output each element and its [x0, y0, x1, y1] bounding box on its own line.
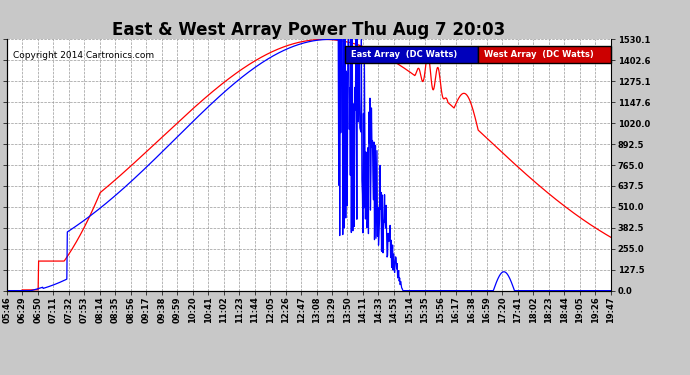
Title: East & West Array Power Thu Aug 7 20:03: East & West Array Power Thu Aug 7 20:03 — [112, 21, 505, 39]
Text: Copyright 2014 Cartronics.com: Copyright 2014 Cartronics.com — [13, 51, 154, 60]
FancyBboxPatch shape — [345, 46, 477, 63]
Text: West Array  (DC Watts): West Array (DC Watts) — [484, 50, 593, 59]
FancyBboxPatch shape — [477, 46, 611, 63]
Text: East Array  (DC Watts): East Array (DC Watts) — [351, 50, 457, 59]
